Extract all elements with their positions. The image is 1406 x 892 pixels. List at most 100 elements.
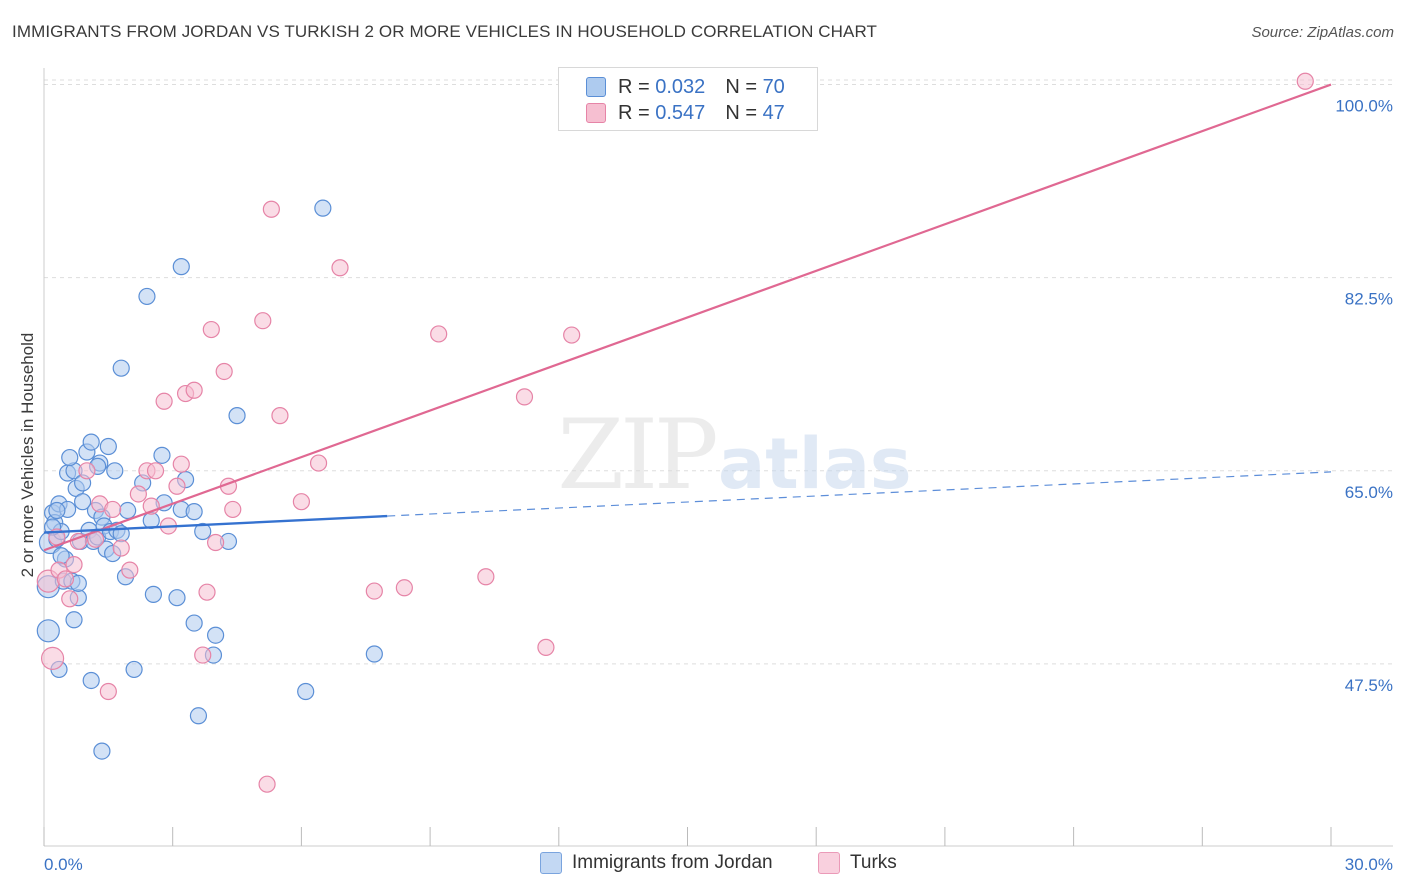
turks-point xyxy=(537,638,555,656)
turks-point xyxy=(56,570,75,588)
jordan-point xyxy=(125,660,143,679)
turks-point xyxy=(262,200,280,218)
jordan-point xyxy=(65,611,83,629)
turks-point xyxy=(207,533,225,552)
legend-n-label: N = xyxy=(725,101,757,124)
legend-r-value: 0.547 xyxy=(655,101,706,124)
turks-point xyxy=(395,579,413,597)
jordan-point xyxy=(185,614,203,632)
turks-point xyxy=(331,259,349,277)
turks-point xyxy=(224,500,242,519)
jordan-point xyxy=(297,682,315,701)
turks-point xyxy=(78,462,96,480)
turks-point xyxy=(168,477,186,495)
turks-point xyxy=(172,455,190,473)
series-turks-points xyxy=(36,72,1314,793)
turks-point xyxy=(202,320,220,339)
turks-point xyxy=(104,500,122,519)
legend-n-value: 70 xyxy=(762,75,785,98)
bottom-legend-jordan[interactable]: Immigrants from Jordan xyxy=(540,852,773,874)
turks-point xyxy=(121,561,139,579)
y-tick-label: 47.5% xyxy=(1345,676,1393,695)
jordan-point xyxy=(189,707,208,725)
jordan-point xyxy=(106,462,124,480)
jordan-point xyxy=(36,619,60,643)
turks-point xyxy=(155,392,173,410)
turks-point xyxy=(254,312,272,330)
bottom-legend-swatch-turks xyxy=(818,852,840,874)
series-jordan-points xyxy=(36,199,383,760)
turks-point xyxy=(40,646,65,670)
bottom-legend-swatch-jordan xyxy=(540,852,562,874)
y-tick-label: 82.5% xyxy=(1345,290,1393,309)
jordan-point xyxy=(138,287,156,306)
axes xyxy=(43,68,1393,847)
turks-point xyxy=(129,485,147,503)
bottom-legend: Immigrants from Jordan Turks xyxy=(0,852,1406,878)
turks-point xyxy=(563,326,581,344)
legend-r-value: 0.032 xyxy=(655,75,706,98)
legend-r-label: R = xyxy=(618,101,650,124)
jordan-point xyxy=(172,258,190,276)
legend-row-turks: R = 0.547 N = 47 xyxy=(559,100,785,126)
legend-r-label: R = xyxy=(618,75,650,98)
legend-n-label: N = xyxy=(725,75,757,98)
turks-point xyxy=(185,381,203,399)
turks-point xyxy=(258,775,276,793)
turks-point xyxy=(292,493,310,511)
jordan-point xyxy=(48,501,66,520)
legend-n-value: 47 xyxy=(762,101,785,124)
legend-row-jordan: R = 0.032 N = 70 xyxy=(559,74,785,100)
watermark-zip: ZIP xyxy=(557,399,716,511)
jordan-point xyxy=(365,645,383,663)
turks-point xyxy=(1296,72,1314,90)
jordan-point xyxy=(168,589,186,607)
jordan-point xyxy=(61,448,79,467)
jordan-point xyxy=(99,437,117,456)
legend-swatch-jordan xyxy=(586,77,606,97)
watermark: ZIP atlas xyxy=(557,399,911,511)
trend-lines xyxy=(43,83,1332,552)
jordan-point xyxy=(144,585,162,603)
legend-swatch-turks xyxy=(586,103,606,123)
jordan-point xyxy=(207,626,225,644)
jordan-point xyxy=(194,522,212,541)
turks-point xyxy=(198,583,216,601)
chart-title: IMMIGRANTS FROM JORDAN VS TURKISH 2 OR M… xyxy=(12,22,878,41)
jordan-point xyxy=(74,493,92,511)
jordan-point xyxy=(119,501,137,520)
stats-legend: R = 0.032 N = 70 R = 0.547 N = 47 xyxy=(558,67,818,131)
y-tick-label: 65.0% xyxy=(1345,483,1393,502)
x-tick-label-right: 30.0% xyxy=(1345,855,1393,874)
turks-point xyxy=(99,682,117,701)
jordan-point xyxy=(314,199,332,217)
turks-point xyxy=(146,462,165,480)
turks-point xyxy=(365,582,383,600)
source-label: Source: ZipAtlas.com xyxy=(1251,24,1394,41)
jordan-point xyxy=(153,446,171,464)
watermark-atlas: atlas xyxy=(718,423,912,505)
turks-point xyxy=(112,539,130,557)
jordan-point xyxy=(112,359,130,377)
turks-point xyxy=(309,454,328,472)
turks-point xyxy=(477,568,495,586)
turks-point xyxy=(61,590,79,608)
turks-point xyxy=(430,325,448,343)
turks-point xyxy=(65,555,83,574)
y-tick-label: 100.0% xyxy=(1335,97,1393,116)
bottom-legend-turks[interactable]: Turks xyxy=(818,852,897,874)
turks-point xyxy=(515,388,534,406)
tick-labels: 47.5% 65.0% 82.5% 100.0% 0.0% 30.0% xyxy=(44,97,1393,874)
x-tick-label-left: 0.0% xyxy=(44,855,83,874)
turks-point xyxy=(215,362,233,381)
jordan-point xyxy=(228,407,246,425)
jordan-point xyxy=(82,671,100,690)
jordan-point xyxy=(185,503,203,521)
jordan-point xyxy=(82,433,100,451)
grid-lines xyxy=(44,79,1393,665)
jordan-point xyxy=(93,742,111,760)
jordan-trend-extension xyxy=(387,471,1332,517)
turks-point xyxy=(194,646,212,664)
jordan-trend-line xyxy=(43,514,388,534)
